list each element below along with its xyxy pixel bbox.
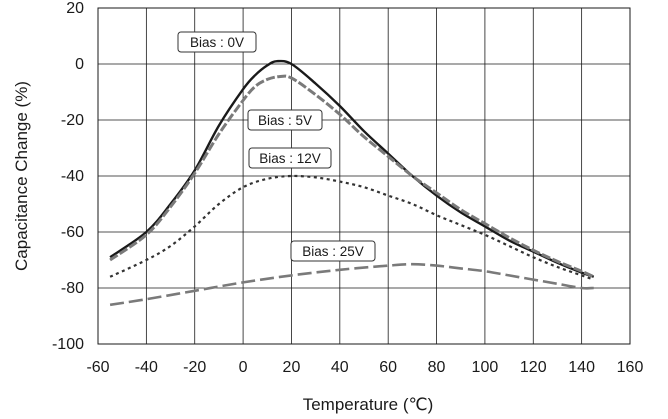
y-tick-label: 0: [75, 56, 84, 73]
annotation-label: Bias : 0V: [190, 35, 244, 50]
annotation-box: [177, 31, 257, 53]
x-tick-labels: -60 -40 -20 0 20 40 60 80 100 120 140 160: [86, 359, 643, 376]
annotation-label: Bias : 5V: [258, 113, 312, 128]
series-line-bias-0v: [109, 59, 595, 278]
series-line-bias-5v: [109, 74, 595, 279]
annotation-box: [247, 109, 323, 131]
annotation-bias-5v: Bias : 5V: [247, 109, 323, 131]
series-line-bias-25v: [109, 262, 594, 307]
x-tick-label: 60: [379, 359, 397, 376]
x-axis-title: Temperature (℃): [303, 395, 434, 414]
x-tick-label: 120: [520, 359, 547, 376]
annotation-box: [290, 240, 376, 262]
x-tick-label: 0: [239, 359, 248, 376]
annotation-bias-0v: Bias : 0V: [177, 31, 257, 53]
y-tick-labels: -100 -80 -60 -40 -20 0 20: [52, 0, 84, 353]
y-tick-label: -20: [61, 112, 84, 129]
x-tick-label: -20: [183, 359, 206, 376]
plot-frame: [97, 7, 631, 345]
y-tick-label: -40: [61, 168, 84, 185]
y-tick-label: -60: [61, 224, 84, 241]
x-tick-label: -60: [86, 359, 109, 376]
x-tick-label: 20: [283, 359, 301, 376]
annotation-bias-12v: Bias : 12V: [248, 147, 332, 169]
annotation-layer: Bias : 0V Bias : 5V Bias : 12V Bias : 25V: [177, 31, 376, 262]
y-tick-label: -80: [61, 280, 84, 297]
annotation-box: [248, 147, 332, 169]
y-axis-title: Capacitance Change (%): [12, 81, 31, 271]
y-tick-label: -100: [52, 336, 84, 353]
annotation-bias-25v: Bias : 25V: [290, 240, 376, 262]
x-tick-label: -40: [135, 359, 158, 376]
x-tick-label: 160: [617, 359, 644, 376]
annotation-label: Bias : 25V: [302, 244, 364, 259]
series-layer: [109, 59, 595, 307]
y-tick-label: 20: [66, 0, 84, 17]
x-tick-label: 100: [472, 359, 499, 376]
x-tick-label: 40: [331, 359, 349, 376]
annotation-label: Bias : 12V: [259, 151, 321, 166]
x-tick-label: 140: [568, 359, 595, 376]
x-tick-label: 80: [428, 359, 446, 376]
